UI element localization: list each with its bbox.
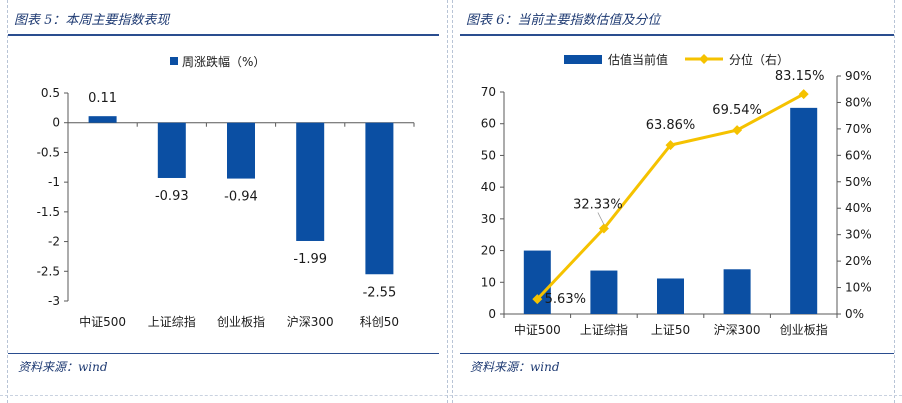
percentile-data-label: 69.54% [712,103,762,118]
legend-marker-percentile [699,54,709,64]
bar [723,269,751,314]
frame-right-border [894,0,895,403]
y-tick-label: -3 [48,294,60,308]
x-category-label: 创业板指 [780,322,828,337]
bar-data-label: 0.11 [88,91,117,106]
y-tick-label: -2.5 [37,264,60,278]
frame-bottom-border [0,395,902,396]
data-label-leader-line [597,212,605,225]
left-y-tick-label: 20 [481,244,496,258]
right-chart: 估值当前值 分位（右） 0 10 20 30 40 50 60 70 0% 10% 20% 30% 40% 5… [481,52,872,337]
y-tick-label: -2 [48,235,60,249]
left-y-tick-label: 30 [481,212,496,226]
left-y-tick-label: 0 [488,307,496,321]
y-tick-label: -1.5 [37,205,60,219]
left-title-rule [8,34,439,36]
percentile-marker [598,223,609,234]
right-y-tick-label: 50% [845,175,872,189]
frame-left-border [7,0,8,403]
percentile-marker [532,294,543,305]
y-tick-label: 0.5 [41,86,60,100]
frame-right-left-border [452,0,453,403]
bar [227,122,255,179]
left-chart-panel: 图表 5：本周主要指数表现 周涨跌幅（%） 0.5 0 -0.5 -1 -1.5 -2 -2.… [0,0,447,403]
bar [657,278,684,314]
right-title-rule [460,34,894,36]
percentile-data-label: 83.15% [775,69,825,84]
x-category-label: 沪深300 [287,315,334,329]
bar-data-label: -1.99 [293,252,327,267]
bar [296,122,325,241]
legend-label-weekly-change: 周涨跌幅（%） [182,54,265,69]
legend-swatch-weekly-change [170,57,178,65]
x-category-label: 中证500 [514,322,561,337]
bar [157,122,186,178]
x-category-label: 沪深300 [714,323,761,337]
left-source-note: 资料来源：wind [18,360,108,374]
legend-label-valuation: 估值当前值 [608,52,668,67]
x-category-label: 上证综指 [148,314,196,329]
right-y-tick-label: 90% [845,69,872,83]
left-y-tick-label: 70 [481,85,496,99]
right-chart-title: 图表 6：当前主要指数估值及分位 [466,13,661,28]
left-y-tick-label: 60 [481,117,496,131]
bar [365,122,394,275]
y-tick-label: -1 [48,175,60,189]
right-source-note: 资料来源：wind [470,360,560,374]
left-y-tick-label: 40 [481,180,496,194]
right-y-tick-label: 60% [845,148,872,162]
x-category-label: 中证500 [79,314,126,329]
left-chart: 周涨跌幅（%） 0.5 0 -0.5 -1 -1.5 -2 -2.5 -3 0.11 中证500 -0… [37,54,415,329]
x-category-label: 科创50 [360,315,399,329]
percentile-data-label: 63.86% [646,118,696,133]
frame-left-right-border [447,0,448,403]
bar [590,270,618,314]
right-chart-panel: 图表 6：当前主要指数估值及分位 估值当前值 分位（右） 0 10 20 30 40 50 60… [452,0,902,403]
right-y-tick-label: 20% [845,254,872,268]
bar-data-label: -2.55 [363,285,397,300]
percentile-marker [732,125,743,136]
right-y-tick-label: 10% [845,281,872,295]
percentile-marker [665,140,676,151]
legend-swatch-valuation [564,55,602,64]
left-source-rule [8,353,439,354]
y-tick-label: 0 [52,116,60,130]
bar-data-label: -0.93 [155,189,189,204]
right-y-tick-label: 40% [845,201,872,215]
right-y-tick-label: 70% [845,122,872,136]
percentile-data-label: 32.33% [573,198,623,213]
percentile-marker [798,89,809,100]
x-category-label: 上证50 [651,323,690,337]
right-y-tick-label: 80% [845,95,872,109]
bar-data-label: -0.94 [224,190,258,205]
percentile-data-label: 5.63% [545,292,586,307]
right-source-rule [460,353,894,354]
legend-label-percentile: 分位（右） [729,52,789,67]
right-y-tick-label: 30% [845,228,872,242]
left-y-tick-label: 50 [481,148,496,162]
x-category-label: 上证综指 [580,322,628,337]
bar [88,116,117,123]
left-y-tick-label: 10 [481,275,496,289]
x-category-label: 创业板指 [217,314,265,329]
y-tick-label: -0.5 [37,145,60,159]
bar [790,107,818,314]
right-y-tick-label: 0% [845,307,864,321]
left-chart-title: 图表 5：本周主要指数表现 [14,13,170,28]
